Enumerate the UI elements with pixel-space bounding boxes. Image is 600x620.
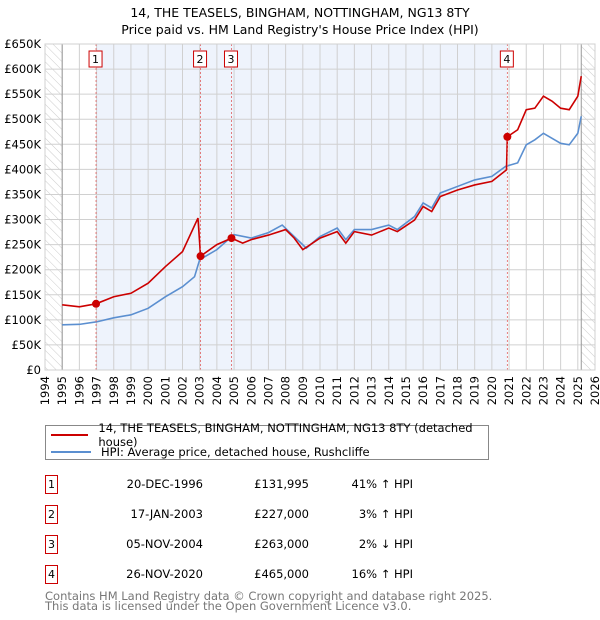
x-tick-label: 1994: [38, 376, 52, 405]
x-tick-label: 2002: [176, 376, 190, 405]
sale-point: [227, 234, 236, 243]
y-tick-label: £50K: [12, 338, 42, 352]
y-tick-label: £600K: [4, 62, 41, 76]
chart-subtitle: Price paid vs. HM Land Registry's House …: [121, 22, 478, 37]
ownership-shade: [96, 44, 508, 370]
table-row: 4 26-NOV-2020 £465,000 16% ↑ HPI: [45, 565, 445, 585]
sale-hpi: 16% ↑ HPI: [351, 567, 413, 581]
x-tick-label: 2011: [330, 376, 344, 405]
footer-licence: This data is licensed under the Open Gov…: [45, 599, 412, 613]
sale-marker: 3: [45, 535, 58, 554]
x-tick-label: 1998: [107, 376, 121, 405]
x-tick-label: 2008: [279, 376, 293, 405]
x-tick-label: 2007: [261, 376, 275, 405]
x-tick-label: 2009: [296, 376, 310, 405]
sale-price: £263,000: [254, 537, 309, 551]
y-tick-label: £500K: [4, 112, 41, 126]
x-tick-label: 2016: [416, 376, 430, 405]
chart-title: 14, THE TEASELS, BINGHAM, NOTTINGHAM, NG…: [130, 5, 470, 20]
legend-line-blue: [51, 451, 91, 453]
x-tick-label: 2026: [588, 376, 600, 405]
y-tick-label: £400K: [4, 162, 41, 176]
sale-label-box: [88, 50, 103, 68]
x-tick-label: 2003: [193, 376, 207, 405]
sale-point: [92, 299, 101, 308]
sale-label: 2: [197, 53, 204, 66]
x-tick-label: 2019: [468, 376, 482, 405]
x-tick-label: 1996: [72, 376, 86, 405]
legend-line-red: [51, 434, 89, 436]
x-tick-label: 2005: [227, 376, 241, 405]
hatch-region-after: [581, 44, 595, 370]
y-tick-label: £250K: [4, 238, 41, 252]
table-row: 2 17-JAN-2003 £227,000 3% ↑ HPI: [45, 505, 445, 525]
y-tick-label: £450K: [4, 137, 41, 151]
sale-price: £227,000: [254, 507, 309, 521]
x-tick-label: 2025: [571, 376, 585, 405]
x-tick-label: 2022: [519, 376, 533, 405]
x-tick-label: 2001: [158, 376, 172, 405]
x-tick-label: 2006: [244, 376, 258, 405]
sale-date: 05-NOV-2004: [126, 537, 203, 551]
sale-date: 20-DEC-1996: [126, 477, 203, 491]
x-tick-label: 2013: [365, 376, 379, 405]
table-row: 1 20-DEC-1996 £131,995 41% ↑ HPI: [45, 475, 445, 495]
x-tick-label: 2015: [399, 376, 413, 405]
y-tick-label: £150K: [4, 288, 41, 302]
legend-item-hpi: HPI: Average price, detached house, Rush…: [51, 444, 370, 460]
legend: 14, THE TEASELS, BINGHAM, NOTTINGHAM, NG…: [45, 421, 489, 460]
y-tick-label: £200K: [4, 263, 41, 277]
sale-date: 17-JAN-2003: [130, 507, 204, 521]
y-tick-label: £550K: [4, 87, 41, 101]
property-price-line: [62, 75, 583, 308]
x-tick-label: 2024: [554, 376, 568, 405]
x-tick-label: 2000: [141, 376, 155, 405]
sale-label: 3: [227, 53, 234, 66]
x-tick-label: 2010: [313, 376, 327, 405]
sale-point: [196, 252, 205, 261]
hatch-region-before: [45, 44, 63, 370]
x-tick-label: 1995: [55, 376, 69, 405]
sale-point: [503, 132, 512, 141]
x-tick-label: 2004: [210, 376, 224, 405]
x-tick-label: 1997: [90, 376, 104, 405]
sale-hpi: 41% ↑ HPI: [351, 477, 413, 491]
x-tick-label: 2014: [382, 376, 396, 405]
y-tick-label: £100K: [4, 313, 41, 327]
legend-label: HPI: Average price, detached house, Rush…: [101, 445, 370, 459]
x-tick-label: 2018: [451, 376, 465, 405]
sale-label-box: [193, 50, 208, 68]
footer-copyright: Contains HM Land Registry data © Crown c…: [45, 589, 493, 603]
y-tick-label: £350K: [4, 187, 41, 201]
sale-marker: 2: [45, 505, 58, 524]
hpi-line: [62, 116, 583, 326]
price-chart: 14, THE TEASELS, BINGHAM, NOTTINGHAM, NG…: [4, 5, 600, 405]
sale-label: 4: [503, 53, 510, 66]
legend-label: 14, THE TEASELS, BINGHAM, NOTTINGHAM, NG…: [98, 421, 473, 449]
y-tick-label: £650K: [4, 37, 41, 51]
table-row: 3 05-NOV-2004 £263,000 2% ↓ HPI: [45, 535, 445, 555]
y-tick-label: £300K: [4, 213, 41, 227]
x-tick-label: 2017: [433, 376, 447, 405]
sale-date: 26-NOV-2020: [126, 567, 203, 581]
legend-item-property: 14, THE TEASELS, BINGHAM, NOTTINGHAM, NG…: [51, 421, 488, 449]
sale-label-box: [499, 50, 514, 68]
sale-price: £465,000: [254, 567, 309, 581]
y-tick-label: £0: [26, 363, 41, 377]
x-tick-label: 2021: [502, 376, 516, 405]
sale-marker: 1: [45, 475, 58, 494]
x-tick-label: 1999: [124, 376, 138, 405]
sale-hpi: 3% ↑ HPI: [358, 507, 413, 521]
sale-price: £131,995: [254, 477, 309, 491]
sale-label-box: [223, 50, 238, 68]
x-tick-label: 2020: [485, 376, 499, 405]
sale-hpi: 2% ↓ HPI: [358, 537, 413, 551]
x-tick-label: 2023: [536, 376, 550, 405]
x-tick-label: 2012: [347, 376, 361, 405]
plot-border: [44, 43, 596, 371]
sale-label: 1: [92, 53, 99, 66]
sale-marker: 4: [45, 565, 58, 584]
